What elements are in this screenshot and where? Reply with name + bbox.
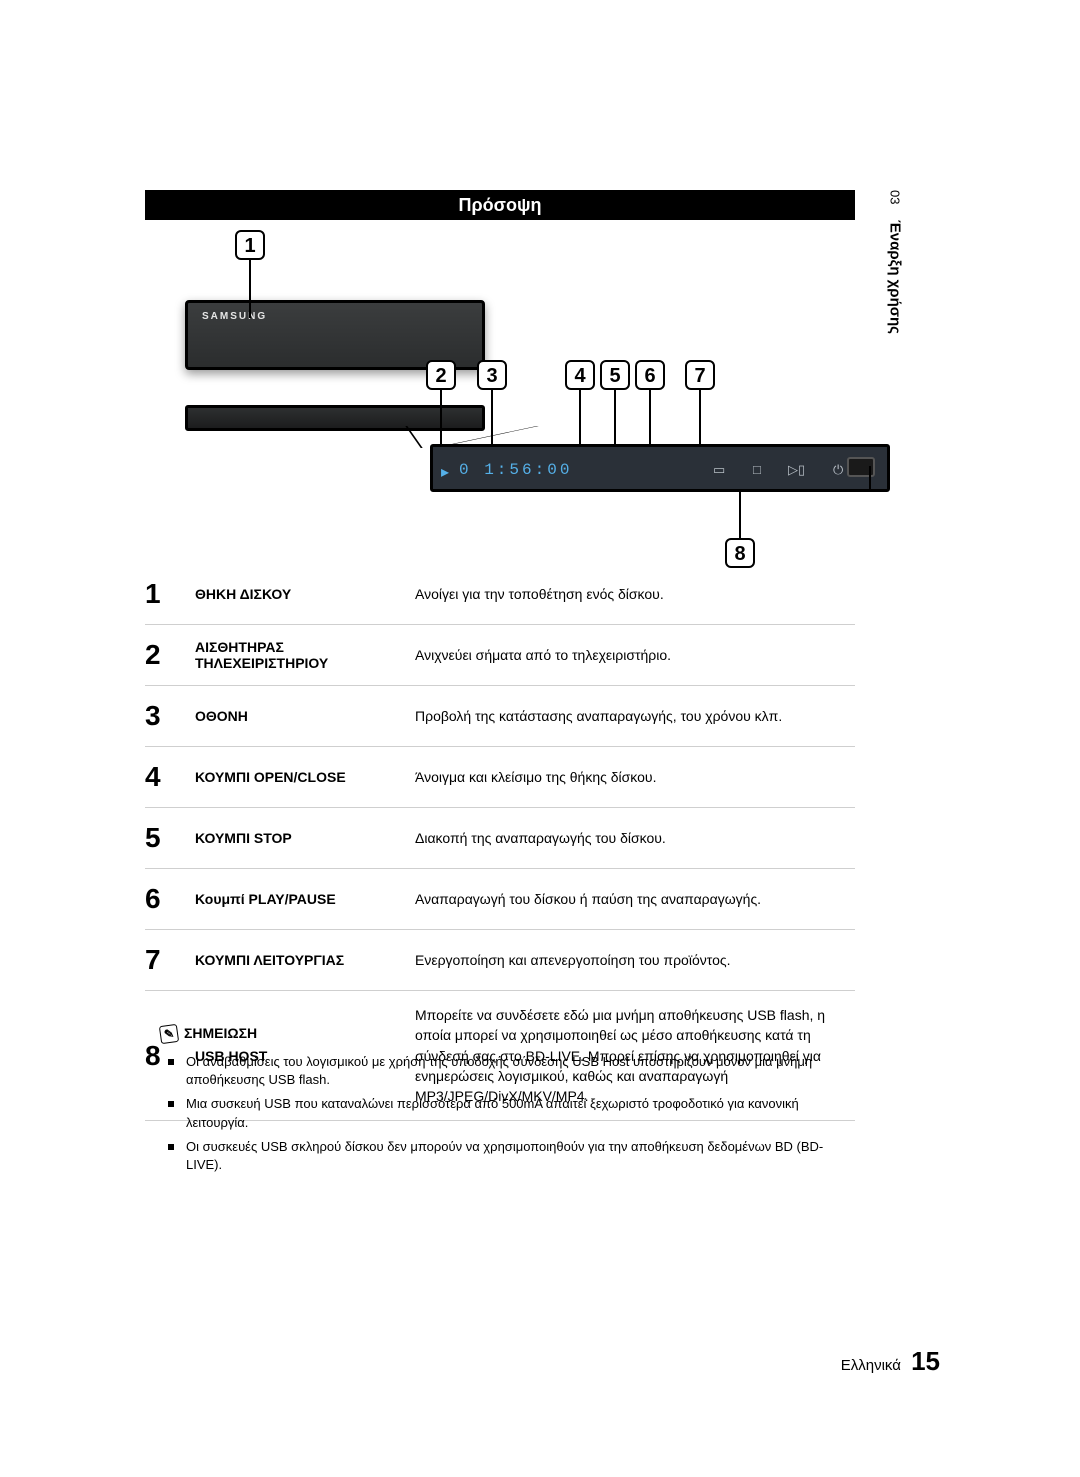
callout-3: 3	[477, 360, 507, 390]
ref-num: 4	[145, 747, 195, 808]
open-close-icon: ▭	[713, 462, 725, 478]
ref-desc: Ανιχνεύει σήματα από το τηλεχειριστήριο.	[415, 625, 855, 686]
ref-desc: Ανοίγει για την τοποθέτηση ενός δίσκου.	[415, 564, 855, 625]
brand-logo: SAMSUNG	[202, 311, 267, 322]
note-icon: ✎	[159, 1024, 179, 1044]
table-row: 6 Κουμπί PLAY/PAUSE Αναπαραγωγή του δίσκ…	[145, 869, 855, 930]
callout-6: 6	[635, 360, 665, 390]
ref-label: ΑΙΣΘΗΤΗΡΑΣ ΤΗΛΕΧΕΙΡΙΣΤΗΡΙΟΥ	[195, 625, 415, 686]
callout-line	[739, 490, 869, 492]
footer-language: Ελληνικά	[841, 1357, 901, 1374]
page-footer: Ελληνικά 15	[0, 1346, 940, 1377]
ref-label: ΟΘΟΝΗ	[195, 686, 415, 747]
section-number: 03	[888, 190, 903, 204]
manual-page: 03 Έναρξη χρήσης Πρόσοψη SAMSUNG ▸ 0 1:5…	[0, 0, 1080, 1477]
ref-num: 6	[145, 869, 195, 930]
ref-label: ΚΟΥΜΠΙ STOP	[195, 808, 415, 869]
callout-line	[614, 390, 616, 446]
ref-desc: Άνοιγμα και κλείσιμο της θήκης δίσκου.	[415, 747, 855, 808]
callout-line	[491, 390, 493, 446]
ref-num: 7	[145, 930, 195, 991]
device-zoom: ▸ 0 1:56:00 ▭ □ ▷▯ ⏻	[430, 444, 890, 492]
callout-7: 7	[685, 360, 715, 390]
note-item: Οι αναβαθμίσεις του λογισμικού με χρήση …	[186, 1053, 850, 1089]
callout-line	[440, 390, 442, 446]
ref-num: 3	[145, 686, 195, 747]
stop-icon: □	[753, 462, 761, 477]
ref-num: 5	[145, 808, 195, 869]
callout-line	[249, 260, 251, 318]
notes-block: ✎ ΣΗΜΕΙΩΣΗ Οι αναβαθμίσεις του λογισμικού…	[160, 1025, 850, 1180]
callout-4: 4	[565, 360, 595, 390]
section-label: Έναρξη χρήσης	[887, 220, 904, 334]
notes-heading: ✎ ΣΗΜΕΙΩΣΗ	[160, 1025, 850, 1043]
table-row: 5 ΚΟΥΜΠΙ STOP Διακοπή της αναπαραγωγής τ…	[145, 808, 855, 869]
table-row: 2 ΑΙΣΘΗΤΗΡΑΣ ΤΗΛΕΧΕΙΡΙΣΤΗΡΙΟΥ Ανιχνεύει …	[145, 625, 855, 686]
power-icon: ⏻	[833, 462, 843, 478]
callout-1: 1	[235, 230, 265, 260]
section-tab: 03 Έναρξη χρήσης	[870, 190, 920, 400]
panel-title: Πρόσοψη	[145, 190, 855, 220]
ref-label: ΚΟΥΜΠΙ OPEN/CLOSE	[195, 747, 415, 808]
callout-line	[699, 390, 701, 446]
callout-line	[739, 492, 741, 538]
ref-num: 1	[145, 564, 195, 625]
ref-desc: Ενεργοποίηση και απενεργοποίηση του προϊ…	[415, 930, 855, 991]
front-panel-diagram: SAMSUNG ▸ 0 1:56:00 ▭ □ ▷▯ ⏻ 1 2 3 4 5 6…	[145, 220, 855, 560]
ref-num: 2	[145, 625, 195, 686]
callout-line	[579, 390, 581, 446]
table-row: 3 ΟΘΟΝΗ Προβολή της κατάστασης αναπαραγω…	[145, 686, 855, 747]
table-row: 1 ΘΗΚΗ ΔΙΣΚΟΥ Ανοίγει για την τοποθέτηση…	[145, 564, 855, 625]
ref-desc: Διακοπή της αναπαραγωγής του δίσκου.	[415, 808, 855, 869]
display-readout: 0 1:56:00	[459, 461, 572, 479]
footer-page-number: 15	[911, 1346, 940, 1376]
playback-arrow-icon: ▸	[441, 462, 449, 482]
note-item: Μια συσκευή USB που καταναλώνει περισσότ…	[186, 1095, 850, 1131]
callout-5: 5	[600, 360, 630, 390]
callout-line	[869, 466, 871, 492]
ref-label: ΚΟΥΜΠΙ ΛΕΙΤΟΥΡΓΙΑΣ	[195, 930, 415, 991]
callout-line	[649, 390, 651, 446]
notes-heading-text: ΣΗΜΕΙΩΣΗ	[184, 1025, 257, 1041]
ref-desc: Αναπαραγωγή του δίσκου ή παύση της αναπα…	[415, 869, 855, 930]
table-row: 7 ΚΟΥΜΠΙ ΛΕΙΤΟΥΡΓΙΑΣ Ενεργοποίηση και απ…	[145, 930, 855, 991]
note-item: Οι συσκευές USB σκληρού δίσκου δεν μπορο…	[186, 1138, 850, 1174]
callout-2: 2	[426, 360, 456, 390]
table-row: 4 ΚΟΥΜΠΙ OPEN/CLOSE Άνοιγμα και κλείσιμο…	[145, 747, 855, 808]
ref-label: Κουμπί PLAY/PAUSE	[195, 869, 415, 930]
ref-desc: Προβολή της κατάστασης αναπαραγωγής, του…	[415, 686, 855, 747]
play-pause-icon: ▷▯	[788, 462, 805, 478]
ref-label: ΘΗΚΗ ΔΙΣΚΟΥ	[195, 564, 415, 625]
